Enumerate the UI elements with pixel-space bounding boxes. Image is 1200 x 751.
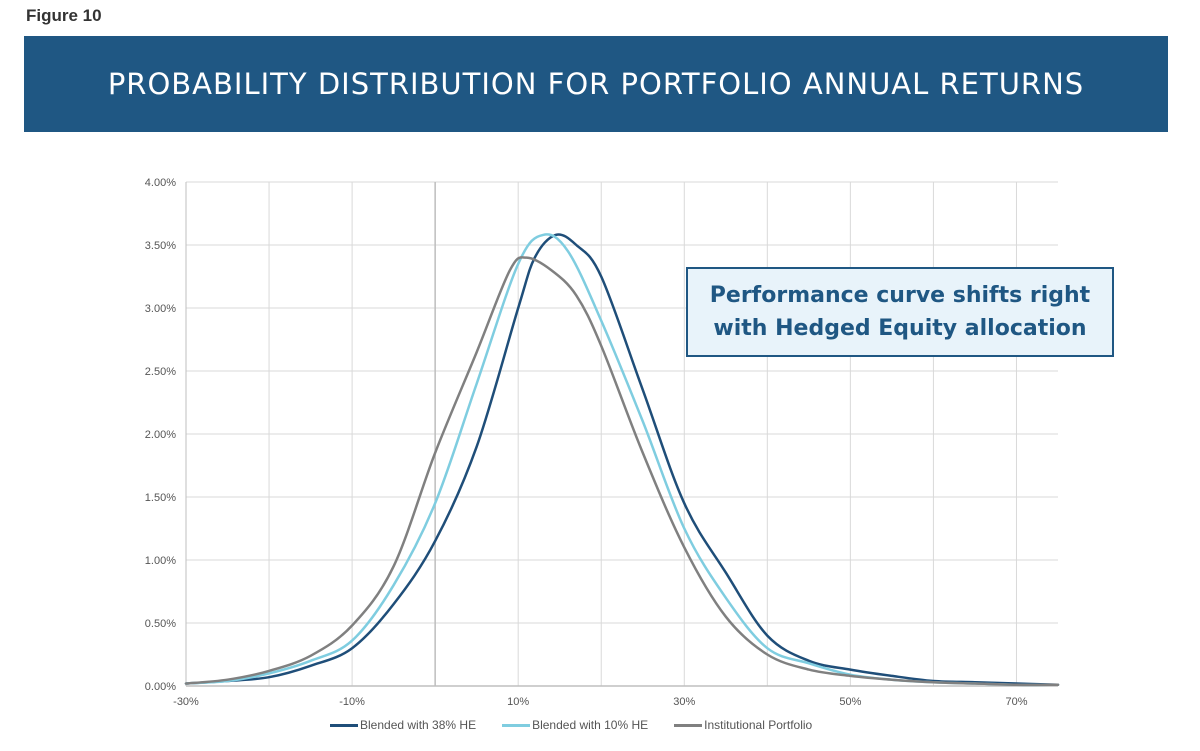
legend-item-38-he: Blended with 38% HE: [330, 718, 476, 732]
x-tick-label: 10%: [507, 696, 529, 708]
legend-swatch-10-he: [502, 723, 531, 727]
x-tick-label: 50%: [839, 696, 861, 708]
legend-label-38-he: Blended with 38% HE: [360, 718, 477, 732]
title-banner: PROBABILITY DISTRIBUTION FOR PORTFOLIO A…: [24, 36, 1168, 132]
callout-line-2: with Hedged Equity allocation: [713, 316, 1087, 341]
legend-item-10-he: Blended with 10% HE: [502, 718, 648, 732]
y-tick-label: 4.00%: [145, 177, 176, 189]
legend-swatch-institutional: [674, 723, 703, 727]
legend-label-institutional: Institutional Portfolio: [704, 718, 813, 732]
y-tick-label: 3.00%: [145, 303, 176, 315]
series-38-he-line: [184, 233, 1060, 686]
axes: [185, 182, 1058, 687]
chart-title: PROBABILITY DISTRIBUTION FOR PORTFOLIO A…: [107, 67, 1085, 101]
x-tick-label: 70%: [1005, 696, 1027, 708]
series-lines: [184, 233, 1060, 687]
annotation-callout: Performance curve shifts right with Hedg…: [686, 267, 1114, 357]
y-tick-label: 1.50%: [145, 492, 176, 504]
tick-labels: 0.00% 0.50% 1.00% 1.50% 2.00% 2.50% 3.00% 3.50%…: [145, 177, 1028, 708]
series-institutional-line: [184, 256, 1060, 687]
figure-label: Figure 10: [26, 6, 102, 25]
legend-item-institutional: Institutional Portfolio: [674, 718, 812, 732]
y-tick-label: 2.00%: [145, 429, 176, 441]
callout-line-1: Performance curve shifts right: [709, 283, 1091, 308]
y-tick-label: 0.00%: [145, 681, 176, 693]
y-tick-label: 2.50%: [145, 366, 176, 378]
y-tick-label: 3.50%: [145, 240, 176, 252]
x-tick-label: -10%: [339, 696, 365, 708]
x-tick-label: 30%: [673, 696, 695, 708]
x-tick-label: -30%: [173, 696, 199, 708]
legend-swatch-38-he: [330, 723, 358, 727]
legend-label-10-he: Blended with 10% HE: [532, 718, 649, 732]
grid-lines: [186, 181, 1058, 686]
chart-legend: Blended with 38% HE Blended with 10% HE …: [330, 718, 812, 732]
y-tick-label: 0.50%: [145, 618, 176, 630]
y-tick-label: 1.00%: [145, 555, 176, 567]
